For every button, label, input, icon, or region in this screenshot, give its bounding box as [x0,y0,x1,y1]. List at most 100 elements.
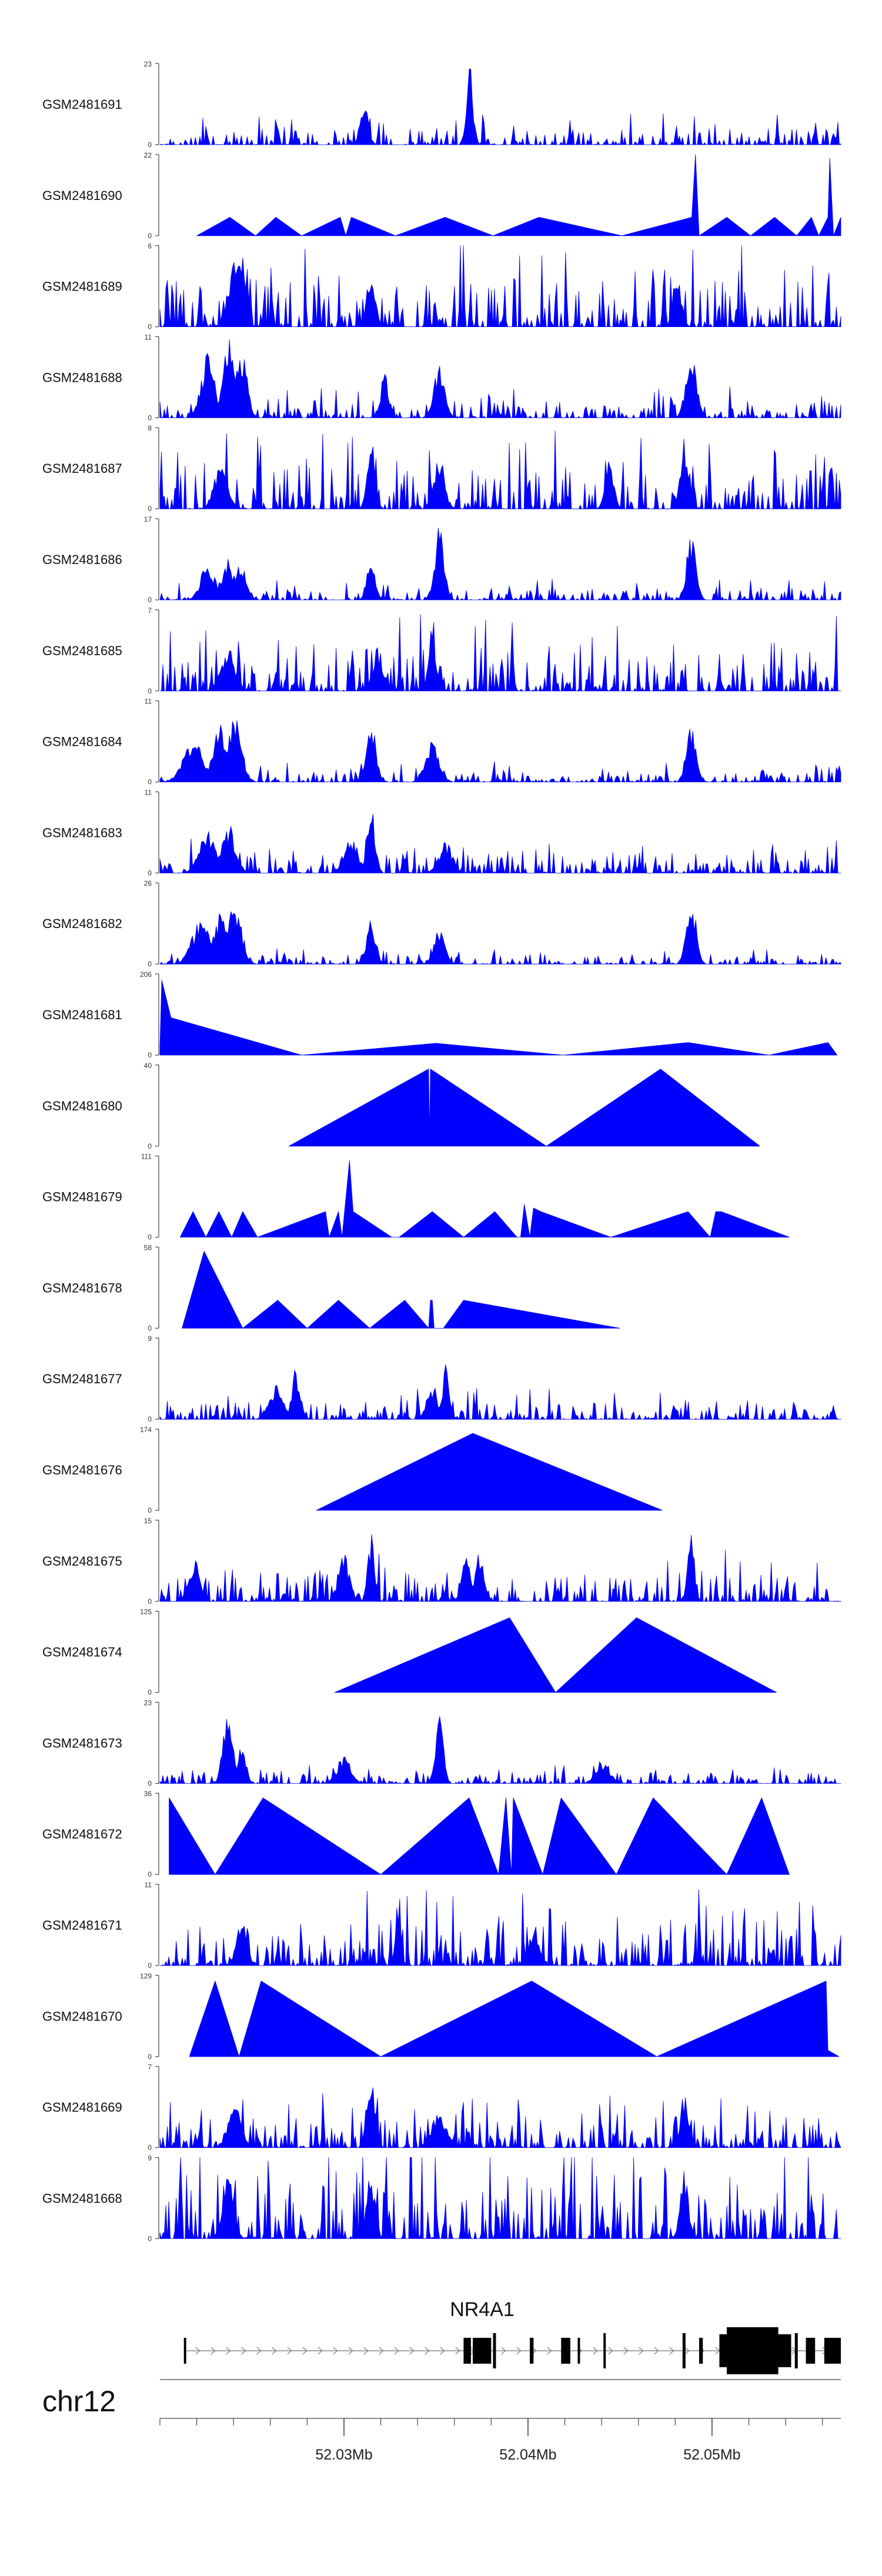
exon-5 [530,2338,534,2364]
track-label: GSM2481688 [42,370,122,385]
track-GSM2481669: GSM2481669 7 0 [42,2063,841,2152]
signal-area [159,1716,841,1784]
signal-area [159,911,841,965]
strand-arrow [318,2347,323,2355]
y-min-label: 0 [148,1233,152,1242]
track-GSM2481690: GSM2481690 22 0 [42,151,841,240]
strand-arrow [501,2347,506,2355]
strand-arrow [363,2347,369,2355]
strand-arrow [333,2347,338,2355]
y-min-label: 0 [148,1597,152,1606]
gene-model [183,2327,841,2374]
strand-arrow [440,2347,445,2355]
y-min-label: 0 [148,960,152,968]
y-max-label: 7 [148,606,152,615]
y-max-label: 22 [144,151,152,159]
exon-13 [806,2338,816,2364]
signal-area [182,1251,620,1329]
y-min-label: 0 [148,232,152,240]
y-min-label: 0 [148,1961,152,1970]
exon-1 [183,2338,186,2364]
track-label: GSM2481675 [42,1554,122,1569]
y-min-label: 0 [148,1689,152,1697]
y-max-label: 11 [145,1881,152,1889]
y-max-label: 8 [148,424,152,432]
signal-area [316,1433,663,1511]
signal-area [159,245,841,327]
track-label: GSM2481668 [42,2191,122,2205]
strand-arrow [272,2347,277,2355]
exon-6 [561,2338,570,2364]
track-GSM2481675: GSM2481675 15 0 [42,1517,841,1606]
strand-arrow [256,2347,262,2355]
exon-4 [493,2333,496,2368]
y-min-label: 0 [148,1870,152,1878]
track-GSM2481677: GSM2481677 9 0 [42,1334,841,1423]
strand-arrow [348,2347,353,2355]
track-GSM2481682: GSM2481682 26 0 [42,879,841,968]
track-label: GSM2481670 [42,2009,122,2024]
track-label: GSM2481672 [42,1827,122,1841]
genome-axis: chr12 52.03Mb 52.04Mb 52.05Mb [42,2379,841,2463]
strand-arrow [669,2347,674,2355]
strand-arrow [593,2347,598,2355]
track-GSM2481668: GSM2481668 9 0 [42,2154,841,2243]
strand-arrow [241,2347,246,2355]
track-GSM2481676: GSM2481676 174 0 [42,1426,663,1514]
track-GSM2481688: GSM2481688 11 0 [42,333,841,422]
track-label: GSM2481691 [42,97,122,112]
strand-arrow [608,2347,613,2355]
y-max-label: 15 [144,1517,152,1525]
chromosome-label: chr12 [42,2385,116,2418]
axis-tick-label: 52.05Mb [683,2447,740,2463]
y-min-label: 0 [148,2234,152,2243]
signal-area [159,431,841,509]
y-min-label: 0 [148,1051,152,1059]
track-label: GSM2481679 [42,1190,122,1204]
y-max-label: 40 [144,1062,152,1070]
y-max-label: 125 [140,1608,152,1616]
strand-arrow [654,2347,659,2355]
track-GSM2481684: GSM2481684 11 0 [42,698,841,786]
track-label: GSM2481690 [42,188,122,203]
track-label: GSM2481683 [42,825,122,840]
strand-arrow [379,2347,384,2355]
track-label: GSM2481673 [42,1736,122,1750]
strand-arrow [547,2347,552,2355]
track-GSM2481683: GSM2481683 11 0 [42,788,841,877]
strand-arrow [684,2347,690,2355]
track-GSM2481674: GSM2481674 125 0 [42,1608,777,1697]
track-GSM2481671: GSM2481671 11 0 [42,1881,841,1970]
track-label: GSM2481687 [42,461,122,476]
y-min-label: 0 [148,1506,152,1514]
strand-arrow [211,2347,216,2355]
exon-12 [794,2333,798,2368]
y-max-label: 17 [144,515,152,523]
signal-area [334,1617,777,1693]
y-min-label: 0 [148,505,152,513]
y-max-label: 6 [148,242,152,251]
signal-area [159,1364,841,1420]
track-label: GSM2481689 [42,279,122,294]
signal-area [159,2157,841,2239]
track-GSM2481672: GSM2481672 36 0 [42,1790,790,1878]
signal-area [169,1797,790,1875]
strand-arrow [302,2347,308,2355]
strand-arrow [639,2347,644,2355]
signal-area [179,1160,790,1238]
y-max-label: 11 [145,698,152,706]
signal-area [159,339,841,418]
axis-tick-label: 52.03Mb [315,2447,372,2463]
track-GSM2481680: GSM2481680 40 0 [42,1062,760,1150]
strand-arrow [455,2347,460,2355]
y-max-label: 58 [144,1243,152,1252]
track-label: GSM2481678 [42,1280,122,1295]
track-GSM2481678: GSM2481678 58 0 [42,1243,620,1332]
y-max-label: 9 [148,1334,152,1343]
y-min-label: 0 [148,596,152,604]
track-label: GSM2481674 [42,1645,122,1660]
coverage-tracks: GSM2481691230GSM2481690220GSM248168960GS… [42,60,841,2243]
y-max-label: 23 [144,60,152,68]
exon-7 [577,2338,580,2364]
